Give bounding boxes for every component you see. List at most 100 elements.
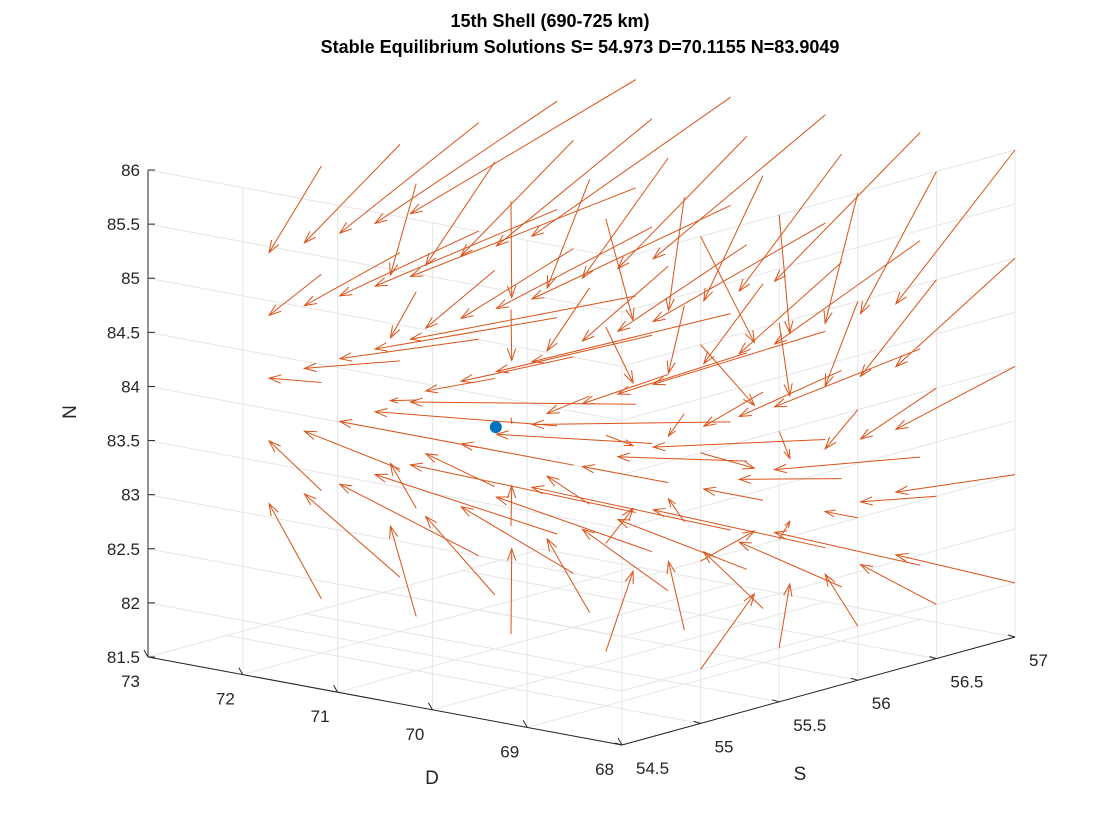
arrow-shaft [410, 464, 636, 513]
arrow-shaft [703, 283, 764, 364]
arrow-shaft [824, 574, 859, 627]
arrow-head [495, 364, 510, 374]
arrow-shaft [825, 511, 858, 519]
arrow-head [823, 310, 833, 325]
arrow-head [424, 453, 439, 464]
arrow-shaft [774, 240, 921, 345]
x-axis-line [621, 636, 1016, 746]
tick-layer: 81.5 82 82.5 83 83.5 84 84.5 85 85.5 86 68 69 70 71 72… [107, 161, 1048, 779]
arrow-head [268, 240, 280, 254]
arrow-head [338, 419, 353, 429]
x-tick-label: 55 [715, 737, 734, 756]
arrow-shaft [605, 326, 634, 384]
arrow-head [737, 474, 752, 484]
arrow-shaft [703, 551, 764, 609]
arrow-shaft [895, 149, 1016, 305]
arrow-head [737, 541, 752, 552]
arrow-head [859, 496, 873, 506]
arrow-head [859, 428, 873, 440]
arrow-head [546, 338, 558, 352]
arrow-head [459, 505, 474, 517]
arrow-shaft [700, 236, 755, 343]
arrow-head [389, 325, 401, 340]
arrow-head [824, 436, 837, 450]
arrow-shaft [425, 269, 496, 329]
arrow-head [616, 519, 631, 529]
arrow-shaft [339, 338, 479, 360]
grid-line-wall-s-n [147, 494, 623, 584]
arrow-head [667, 497, 676, 508]
arrow-shaft [700, 593, 755, 670]
arrow-shaft [374, 208, 558, 287]
arrow-shaft [268, 273, 322, 316]
arrow-shaft [460, 506, 574, 574]
x-tick-label: 56.5 [950, 673, 983, 692]
arrow-head [546, 275, 556, 290]
arrow-head [773, 398, 788, 408]
arrow-shaft [668, 498, 685, 523]
arrow-head [545, 475, 560, 487]
arrow-shaft [531, 96, 731, 237]
arrow-shaft [860, 171, 937, 314]
arrow-shaft [374, 100, 558, 224]
arrow-shaft [582, 157, 669, 279]
arrow-head [667, 427, 676, 438]
grid-line-floor-d [432, 601, 826, 711]
arrow-shaft [425, 453, 496, 488]
chart-title-line2: Stable Equilibrium Solutions S= 54.973 D… [321, 37, 840, 57]
arrow-shaft [460, 140, 574, 257]
grid-line-wall-s-n [147, 548, 623, 638]
arrow-head [338, 286, 353, 297]
arrow-head [580, 464, 596, 474]
y-tick-mark [427, 702, 433, 711]
arrow-head [303, 295, 318, 307]
arrow-shaft [667, 197, 685, 311]
arrow-shaft [268, 440, 322, 492]
arrow-shaft [510, 309, 513, 361]
y-tick-label: 68 [595, 760, 614, 779]
arrow-head [894, 355, 908, 368]
arrow-shaft [700, 344, 755, 406]
arrow-shaft [667, 561, 685, 631]
arrow-shaft [774, 348, 921, 408]
arrow-shaft [895, 554, 1016, 584]
arrow-head [581, 329, 595, 342]
arrow-shaft [531, 313, 731, 363]
arrow-head [268, 502, 279, 517]
arrow-shaft [860, 387, 937, 440]
arrow-head [651, 311, 666, 323]
arrow-head [506, 348, 517, 362]
arrow-shaft [304, 493, 401, 578]
arrow-head [623, 370, 634, 385]
arrow-head [741, 530, 756, 541]
arrow-head [409, 397, 423, 407]
arrow-shaft [389, 526, 417, 617]
arrow-shaft [703, 391, 764, 427]
arrow-head [894, 485, 909, 496]
x-tick-label: 57 [1029, 651, 1048, 670]
arrow-shaft [374, 474, 558, 535]
arrow-shaft [339, 122, 479, 234]
arrow-head [741, 460, 756, 470]
arrow-shaft [546, 475, 590, 505]
arrow-head [495, 496, 510, 506]
arrow-shaft [425, 377, 495, 392]
x-tick-mark [850, 677, 858, 681]
x-axis-label: S [794, 764, 807, 785]
arrow-head [303, 231, 317, 244]
arrow-head [338, 352, 353, 362]
arrow-shaft [774, 456, 921, 471]
arrow-head [702, 416, 717, 428]
arrow-head [783, 449, 791, 460]
y-tick-mark [143, 649, 149, 658]
arrow-head [665, 297, 675, 312]
arrow-shaft [304, 360, 401, 369]
grid-line-floor-s [305, 613, 780, 703]
z-tick-label: 82.5 [107, 540, 140, 559]
axis-layer [147, 170, 1016, 746]
arrow-shaft [531, 486, 731, 531]
arrow-head [409, 267, 424, 278]
arrow-shaft [668, 413, 685, 437]
arrow-shaft [304, 430, 401, 470]
arrow-head [530, 225, 545, 238]
